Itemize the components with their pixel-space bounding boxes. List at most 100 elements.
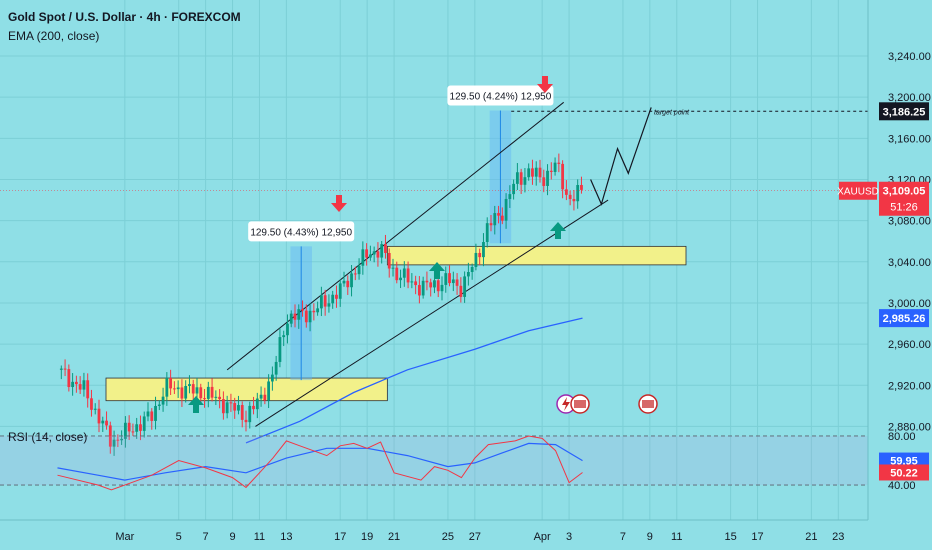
x-tick-label: 17 <box>334 531 346 543</box>
candle-body <box>127 422 131 432</box>
candle-body <box>489 223 493 226</box>
candle-body <box>497 213 500 216</box>
ema-indicator-label: EMA (200, close) <box>8 29 100 43</box>
lightning-icon <box>562 397 570 411</box>
candle-body <box>244 419 248 423</box>
candle-body <box>440 284 444 292</box>
candle-body <box>429 282 433 288</box>
y-tick-label: 2,880.00 <box>888 421 931 433</box>
candle-body <box>289 313 293 324</box>
candle-body <box>500 215 504 221</box>
candle-body <box>493 213 497 226</box>
candle-body <box>504 198 508 221</box>
candle-body <box>527 168 531 178</box>
candle-body <box>451 279 455 284</box>
candle-body <box>139 424 142 431</box>
candle-body <box>425 280 429 283</box>
candle-body <box>157 404 161 406</box>
candle-body <box>376 251 380 258</box>
candle-body <box>71 381 75 388</box>
candle-body <box>180 387 184 399</box>
candle-body <box>523 177 527 185</box>
candle-body <box>402 268 406 278</box>
candle-body <box>531 168 534 177</box>
y-tick-label: 3,080.00 <box>888 216 931 228</box>
candle-body <box>154 405 157 421</box>
rsi-value-tag-bg <box>879 464 929 481</box>
candle-body <box>478 252 482 258</box>
candle-body <box>297 309 301 320</box>
candle-body <box>357 265 361 275</box>
candle-body <box>564 189 568 195</box>
candle-body <box>259 394 263 399</box>
chart-overlay: 129.50 (4.43%) 12,950 129.50 (4.24%) 12,9… <box>188 76 690 414</box>
candle-body <box>463 276 467 297</box>
y-tick-label: 2,920.00 <box>888 380 931 392</box>
candle-body <box>323 295 327 307</box>
candle-body <box>515 172 519 184</box>
chart-panes <box>0 101 868 491</box>
candle-body <box>123 422 127 439</box>
candle-body <box>384 244 387 253</box>
candle-body <box>82 380 86 390</box>
y-tick-label: 3,040.00 <box>888 257 931 269</box>
candle-body <box>448 273 451 284</box>
y-tick-label: 3,200.00 <box>888 92 931 104</box>
candle-body <box>350 273 353 288</box>
candle-body <box>342 280 346 284</box>
candle-body <box>86 380 90 399</box>
candle-body <box>161 396 165 405</box>
candle-body <box>482 242 485 258</box>
target-price-tag: 3,186.25 <box>883 106 926 118</box>
x-tick-label: 23 <box>832 531 844 543</box>
event-icon-flag-flag <box>574 400 586 408</box>
candle-body <box>417 285 421 296</box>
symbol-tag: XAUUSD <box>837 187 879 198</box>
candle-body <box>184 385 188 399</box>
candle-body <box>165 377 169 397</box>
candle-body <box>97 408 101 424</box>
candle-body <box>561 163 565 190</box>
candle-body <box>353 273 357 275</box>
candle-body <box>549 170 553 172</box>
candle-body <box>372 251 376 255</box>
x-tick-label: 21 <box>805 531 817 543</box>
candle-body <box>131 431 135 433</box>
candle-body <box>67 369 71 388</box>
rsi-y-tick: 40.00 <box>888 480 916 492</box>
candle-body <box>188 384 191 386</box>
candle-body <box>361 249 365 266</box>
candle-body <box>508 194 512 199</box>
candle-body <box>380 244 384 258</box>
candle-body <box>368 254 372 258</box>
candle-body <box>267 381 271 401</box>
candle-body <box>172 388 176 390</box>
candle-body <box>112 439 116 447</box>
candle-body <box>142 416 146 431</box>
candle-body <box>108 425 112 447</box>
candle-body <box>391 267 395 269</box>
candle-body <box>331 294 335 304</box>
candle-body <box>304 310 308 323</box>
x-tick-label: 11 <box>671 531 682 543</box>
rsi-value-tag: 50.22 <box>890 467 918 479</box>
chart-title: Gold Spot / U.S. Dollar · 4h · FOREXCOM <box>8 10 241 24</box>
x-tick-label: 9 <box>229 531 235 543</box>
x-tick-label: 5 <box>176 531 182 543</box>
y-tick-label: 3,000.00 <box>888 298 931 310</box>
target-price-tag-bg <box>879 102 929 121</box>
buy-arrow-1 <box>188 396 204 413</box>
target-label: target point <box>654 109 690 116</box>
y-tick-label: 3,240.00 <box>888 51 931 63</box>
candle-body <box>542 177 546 186</box>
measure-2-label-bg <box>447 85 554 106</box>
candle-body <box>282 335 286 338</box>
measure-1-label: 129.50 (4.43%) 12,950 <box>250 227 352 238</box>
candle-body <box>576 185 580 202</box>
measure-2-label: 129.50 (4.24%) 12,950 <box>450 92 552 103</box>
candle-body <box>169 377 173 389</box>
candle-body <box>293 313 297 320</box>
candle-body <box>546 170 549 186</box>
